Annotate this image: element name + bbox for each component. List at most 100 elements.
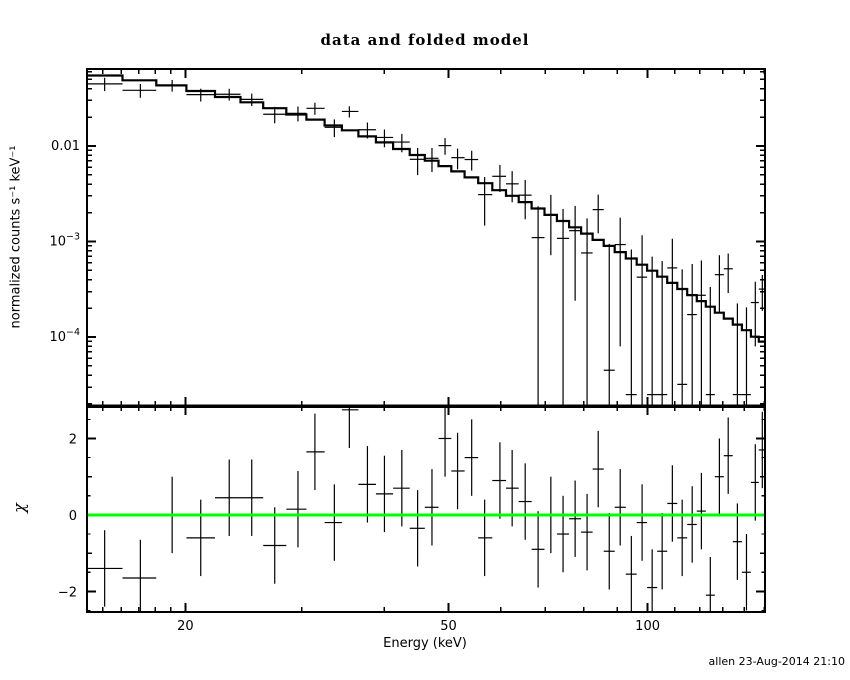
plot-title: data and folded model	[320, 31, 530, 49]
residual-point	[556, 495, 570, 573]
model-histogram	[87, 74, 765, 343]
data-point	[636, 235, 648, 406]
x-tick-label: 100	[635, 619, 660, 634]
spectrum-frame	[86, 68, 766, 407]
data-point	[750, 281, 759, 347]
residual-point	[478, 499, 493, 577]
residual-point	[451, 432, 465, 510]
residual-point	[750, 444, 759, 521]
data-point	[438, 138, 452, 155]
data-point	[87, 77, 123, 92]
residual-points	[87, 406, 765, 612]
footer-timestamp: allen 23-Aug-2014 21:10	[708, 655, 845, 668]
residual-point	[687, 486, 697, 563]
data-point	[677, 269, 688, 406]
residual-point	[464, 419, 479, 496]
residual-point	[677, 499, 688, 577]
model-layer	[87, 74, 765, 343]
data-point	[714, 255, 724, 313]
residual-point	[518, 463, 532, 540]
data-point	[581, 218, 593, 406]
data-point	[667, 238, 678, 406]
residual-point	[714, 438, 724, 515]
residual-point	[667, 465, 678, 542]
data-point	[723, 253, 733, 294]
residual-point	[657, 513, 668, 590]
residual-point	[438, 406, 452, 477]
data-point	[696, 260, 706, 406]
data-point	[556, 208, 570, 406]
data-point	[614, 217, 626, 347]
data-point	[758, 274, 765, 311]
residual-point	[636, 484, 648, 561]
data-point	[741, 307, 751, 406]
residual-point	[581, 493, 593, 571]
residual-point	[358, 446, 376, 523]
residual-point	[286, 470, 307, 548]
residual-point	[603, 513, 615, 590]
residual-point	[122, 539, 157, 612]
x-tick-label: 20	[177, 619, 194, 634]
residual-point	[592, 430, 604, 508]
residual-point	[87, 530, 123, 607]
data-point	[518, 179, 532, 220]
data-point	[324, 119, 342, 138]
residual-point	[625, 535, 637, 612]
residual-point	[306, 413, 325, 491]
data-point	[569, 205, 582, 301]
data-point	[214, 88, 241, 101]
y-tick-label: 10−4	[49, 327, 80, 345]
data-point	[544, 194, 557, 256]
y-tick-label: 10−3	[49, 232, 80, 250]
chi-tick-label: 0	[69, 509, 77, 524]
residual-point	[424, 469, 439, 546]
chi-tick-label: 2	[69, 432, 77, 447]
data-point	[375, 129, 394, 148]
data-point	[603, 243, 615, 406]
residual-point	[409, 490, 425, 567]
data-point	[240, 93, 264, 107]
residual-point	[324, 484, 342, 561]
data-point	[464, 150, 479, 171]
residual-point	[531, 511, 545, 588]
data-point	[687, 264, 697, 406]
chi-tick-label: −2	[58, 585, 77, 600]
y-tick-label: 0.01	[51, 139, 80, 154]
data-point	[647, 256, 658, 406]
residual-point	[492, 442, 507, 519]
panel-frames	[86, 68, 766, 613]
data-point	[705, 286, 715, 406]
axis-ticks	[87, 69, 765, 612]
residual-point	[186, 499, 215, 577]
residual-point	[723, 417, 733, 494]
data-point	[492, 164, 507, 193]
data-point	[506, 171, 519, 203]
data-point	[341, 106, 359, 118]
data-point	[732, 303, 742, 406]
data-point	[531, 206, 545, 406]
residual-point	[614, 469, 626, 546]
spectrum-data-points	[87, 77, 765, 406]
data-point	[451, 148, 465, 170]
residual-point	[741, 534, 751, 611]
data-point	[306, 102, 325, 115]
residual-point	[569, 480, 582, 557]
data-point	[478, 177, 493, 226]
residual-point	[758, 411, 765, 489]
residual-point	[341, 406, 359, 449]
tick-labels: 20 50 100 0.01 10−3 10−4 −2 0 2	[49, 139, 660, 634]
data-point	[263, 106, 287, 124]
x-tick-label: 50	[440, 619, 457, 634]
residual-point	[705, 556, 715, 612]
residual-point	[696, 472, 706, 550]
x-axis-label: Energy (keV)	[383, 636, 467, 651]
data-point	[122, 83, 157, 98]
residual-point	[375, 455, 394, 533]
residual-point	[263, 507, 287, 584]
data-point	[592, 194, 604, 234]
data-point	[409, 147, 425, 176]
residual-frame	[86, 405, 766, 613]
residual-point	[214, 459, 241, 536]
